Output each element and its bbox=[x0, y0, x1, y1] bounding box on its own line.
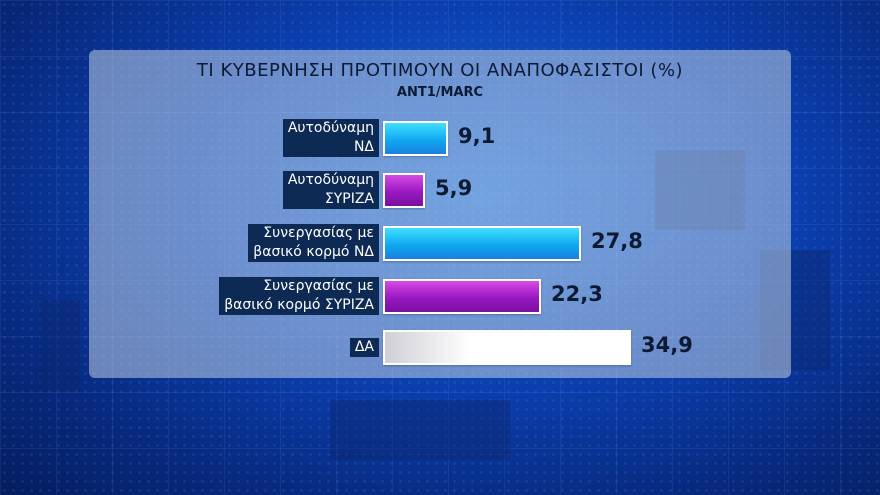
data-label: 27,8 bbox=[591, 229, 643, 253]
data-label: 5,9 bbox=[435, 176, 473, 200]
category-label: ΔΑ bbox=[349, 337, 379, 357]
data-label: 9,1 bbox=[458, 124, 496, 148]
category-label-line: Συνεργασίας με bbox=[263, 225, 374, 241]
category-label: Συνεργασίας με βασικό κορμό ΝΔ bbox=[248, 224, 379, 262]
category-label: Αυτοδύναμη ΣΥΡΙΖΑ bbox=[282, 171, 379, 209]
bar bbox=[383, 278, 541, 314]
category-label-line: βασικό κορμό ΣΥΡΙΖΑ bbox=[224, 297, 374, 313]
category-label: Αυτοδύναμη ΝΔ bbox=[282, 119, 379, 157]
data-label: 34,9 bbox=[641, 333, 693, 357]
bar bbox=[383, 225, 581, 261]
chart-subtitle: ANT1/MARC bbox=[396, 85, 484, 100]
category-label-line: ΣΥΡΙΖΑ bbox=[324, 191, 374, 207]
category-label-line: ΔΑ bbox=[354, 338, 374, 355]
chart-panel bbox=[89, 50, 791, 378]
category-label-line: βασικό κορμό ΝΔ bbox=[253, 244, 374, 260]
category-label-line: Συνεργασίας με bbox=[263, 278, 374, 294]
category-label-line: Αυτοδύναμη bbox=[287, 120, 374, 136]
chart-title: ΤΙ ΚΥΒΕΡΝΗΣΗ ΠΡΟΤΙΜΟΥΝ ΟΙ ΑΝΑΠΟΦΑΣΙΣΤΟΙ … bbox=[196, 60, 684, 81]
category-label: Συνεργασίας με βασικό κορμό ΣΥΡΙΖΑ bbox=[219, 277, 379, 315]
bar bbox=[383, 329, 631, 365]
background-tile bbox=[40, 300, 80, 390]
category-label-line: Αυτοδύναμη bbox=[287, 172, 374, 188]
data-label: 22,3 bbox=[551, 282, 603, 306]
bar bbox=[383, 120, 448, 156]
category-label-line: ΝΔ bbox=[353, 139, 374, 155]
background-tile bbox=[330, 400, 510, 460]
bar bbox=[383, 172, 425, 208]
